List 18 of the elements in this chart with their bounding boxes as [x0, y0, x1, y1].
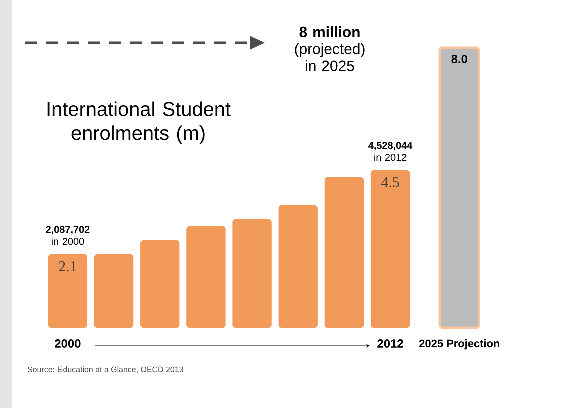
annotation: 8 million (projected) in 2025 — [295, 26, 365, 72]
text: International Student enrolments (m) — [48, 102, 231, 144]
data-label: 4.5 — [381, 178, 400, 188]
annotation: 2,087,702 in 2000 — [46, 226, 90, 246]
data-label: 8.0 — [452, 55, 468, 64]
x-tick-label: 2025 Projection — [420, 340, 500, 350]
bar — [186, 226, 226, 328]
bar — [94, 254, 134, 328]
bar — [324, 177, 364, 328]
bar — [370, 170, 410, 328]
x-tick-label: 2012 — [378, 340, 404, 348]
bar — [48, 254, 88, 328]
data-label: 2.1 — [59, 262, 76, 272]
bar — [232, 219, 272, 328]
bar — [140, 240, 180, 328]
x-tick-label: 2000 — [55, 340, 81, 348]
annotation: 4,528,044 in 2012 — [368, 142, 413, 162]
bar — [278, 205, 318, 328]
